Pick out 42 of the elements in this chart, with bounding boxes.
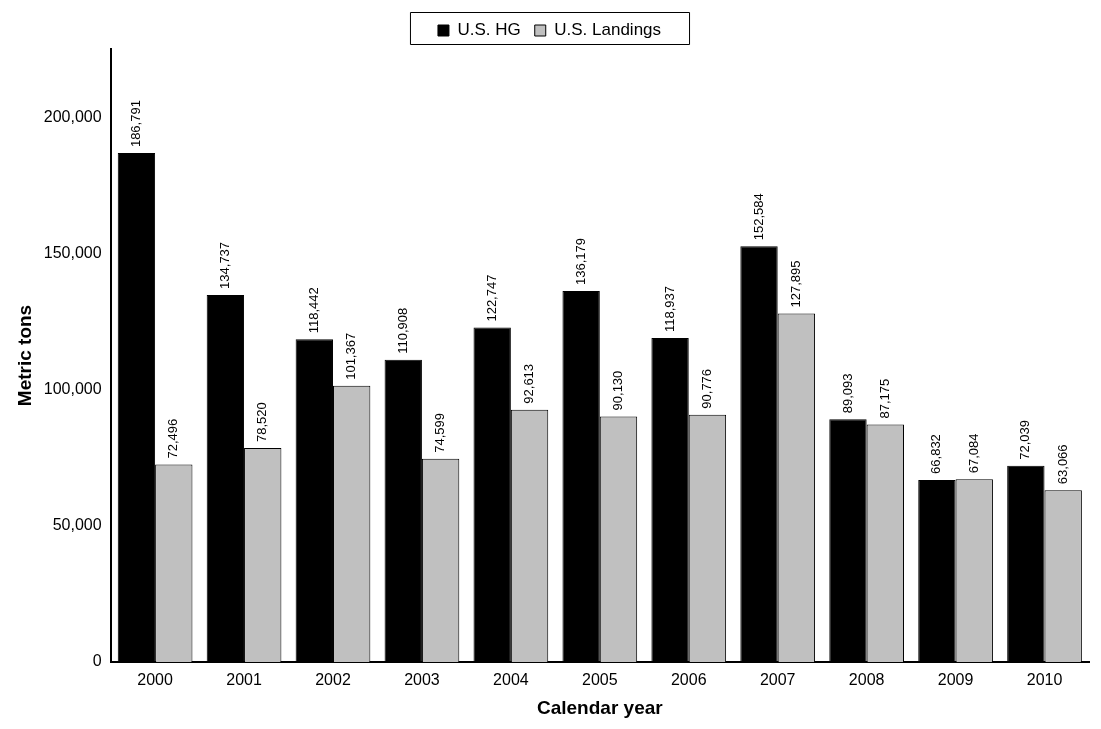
data-label: 90,776 — [699, 368, 715, 409]
data-label: 90,130 — [610, 370, 626, 411]
x-tick-label: 2009 — [937, 671, 974, 689]
x-tick-label: 2005 — [582, 671, 618, 689]
data-label: 101,367 — [343, 332, 359, 380]
x-tick-label: 2006 — [670, 671, 707, 689]
data-label: 122,747 — [483, 274, 499, 322]
data-label: 63,066 — [1054, 444, 1070, 485]
x-tick-label: 2010 — [1026, 671, 1063, 689]
data-label: 74,599 — [432, 412, 448, 453]
x-tick-label: 2003 — [404, 671, 440, 689]
x-tick-label: 2001 — [226, 671, 262, 689]
data-label: 118,442 — [305, 287, 321, 334]
x-tick-label: 2007 — [759, 671, 796, 689]
y-tick-label: 50,000 — [52, 516, 102, 534]
legend-label: U.S. Landings — [554, 20, 662, 40]
y-tick-label: 100,000 — [43, 379, 102, 397]
x-tick-label: 2004 — [493, 671, 529, 689]
x-axis-title: Calendar year — [536, 696, 664, 718]
data-label: 78,520 — [254, 402, 270, 443]
y-tick-label: 200,000 — [43, 107, 102, 125]
y-axis-title: Metric tons — [13, 304, 35, 407]
x-tick-label: 2002 — [315, 671, 351, 689]
data-label: 72,039 — [1017, 419, 1033, 460]
data-label: 136,179 — [572, 237, 588, 285]
data-label: 134,737 — [216, 241, 232, 289]
data-label: 67,084 — [965, 433, 981, 474]
y-tick-label: 150,000 — [43, 243, 102, 261]
data-label: 110,908 — [394, 307, 410, 354]
data-label: 92,613 — [521, 363, 537, 404]
y-tick-label: 0 — [92, 652, 102, 670]
data-label: 66,832 — [928, 434, 944, 474]
x-tick-label: 2000 — [137, 671, 174, 689]
data-label: 89,093 — [839, 373, 855, 414]
data-label: 87,175 — [876, 378, 892, 419]
data-label: 72,496 — [165, 418, 181, 459]
x-tick-label: 2008 — [848, 671, 885, 689]
legend-label: U.S. HG — [457, 20, 521, 40]
data-label: 186,791 — [128, 100, 144, 148]
data-label: 118,937 — [661, 285, 677, 332]
data-label: 152,584 — [750, 193, 766, 241]
data-label: 127,895 — [787, 260, 803, 308]
